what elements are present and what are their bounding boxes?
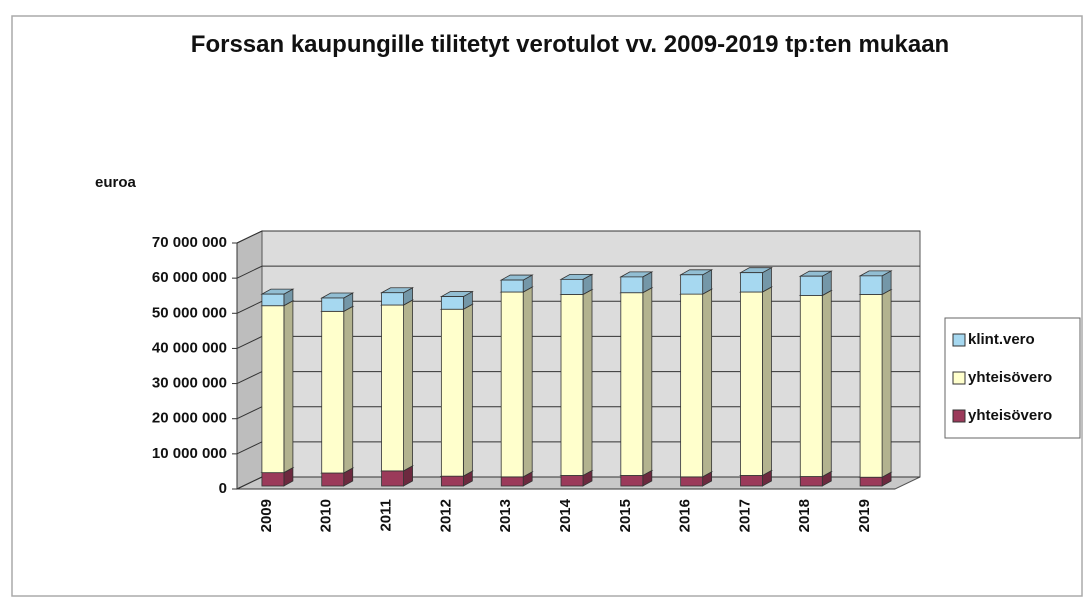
x-tick-label: 2009 <box>258 499 275 532</box>
x-tick-label: 2015 <box>617 499 634 532</box>
grid-line <box>236 265 920 279</box>
legend-box <box>944 317 1081 439</box>
bar-segment <box>500 476 524 487</box>
bar-segment <box>560 278 584 295</box>
y-tick-label: 30 000 000 <box>152 375 227 392</box>
bar-side <box>283 300 294 474</box>
y-tick-label: 70 000 000 <box>152 234 227 251</box>
bar-segment <box>381 292 404 306</box>
grid-line <box>236 230 920 244</box>
bar-segment <box>321 472 345 487</box>
bar-side <box>881 288 892 478</box>
bar-segment <box>500 279 524 293</box>
x-tick-label: 2017 <box>736 499 753 532</box>
bar-segment <box>740 475 763 487</box>
legend-swatch <box>952 333 966 347</box>
chart-title: Forssan kaupungille tilitetyt verotulot … <box>190 31 950 58</box>
bar-side <box>403 299 413 472</box>
x-tick-label: 2013 <box>497 499 514 532</box>
bar-segment <box>381 470 404 487</box>
bar-segment <box>440 475 464 487</box>
bar-segment <box>261 293 285 307</box>
bar-segment <box>680 476 704 487</box>
bar-segment <box>560 294 584 476</box>
bar-segment <box>799 275 823 296</box>
y-axis-label: euroa <box>95 174 137 191</box>
bar-segment <box>859 275 883 295</box>
bar-side <box>762 286 772 477</box>
bar-segment <box>620 276 644 294</box>
legend-swatch <box>952 371 966 385</box>
bar-segment <box>381 304 404 472</box>
bar-segment <box>740 272 763 293</box>
legend-label: klint.vero <box>968 331 1035 348</box>
x-tick-label: 2019 <box>856 499 873 532</box>
x-tick-label: 2011 <box>378 499 395 532</box>
bar-segment <box>321 297 345 312</box>
bar-segment <box>261 472 285 487</box>
bar-segment <box>680 293 704 478</box>
x-tick-label: 2018 <box>796 499 813 532</box>
x-tick-label: 2016 <box>677 499 694 532</box>
bar-side <box>343 305 354 474</box>
y-tick-label: 0 <box>219 480 227 497</box>
bar-side <box>821 289 832 478</box>
legend-swatch <box>952 409 966 423</box>
bar-segment <box>440 296 464 310</box>
legend-label: yhteisövero <box>968 407 1052 424</box>
bar-segment <box>859 476 883 487</box>
bar-segment <box>620 475 644 487</box>
bar-side <box>582 288 593 477</box>
bar-segment <box>859 294 883 478</box>
x-tick-label: 2014 <box>557 498 574 532</box>
y-tick-label: 50 000 000 <box>152 304 227 321</box>
bar-side <box>642 287 653 477</box>
y-tick-label: 60 000 000 <box>152 269 227 286</box>
bar-side <box>522 286 533 478</box>
bar-segment <box>261 305 285 474</box>
y-tick-label: 20 000 000 <box>152 410 227 427</box>
y-tick-label: 10 000 000 <box>152 445 227 462</box>
y-tick-label: 40 000 000 <box>152 339 227 356</box>
bar-segment <box>440 308 464 477</box>
bar-segment <box>500 291 524 478</box>
bar-segment <box>560 475 584 487</box>
x-tick-label: 2012 <box>437 499 454 532</box>
bar-segment <box>620 292 644 476</box>
bar-segment <box>799 295 823 477</box>
legend-label: yhteisövero <box>968 369 1052 386</box>
x-tick-label: 2010 <box>318 499 335 532</box>
bar-segment <box>799 476 823 487</box>
side-wall <box>236 230 263 490</box>
bar-side <box>702 288 713 478</box>
bar-segment <box>740 291 763 476</box>
bar-segment <box>680 274 704 295</box>
bar-side <box>462 303 473 477</box>
bar-segment <box>321 310 345 474</box>
